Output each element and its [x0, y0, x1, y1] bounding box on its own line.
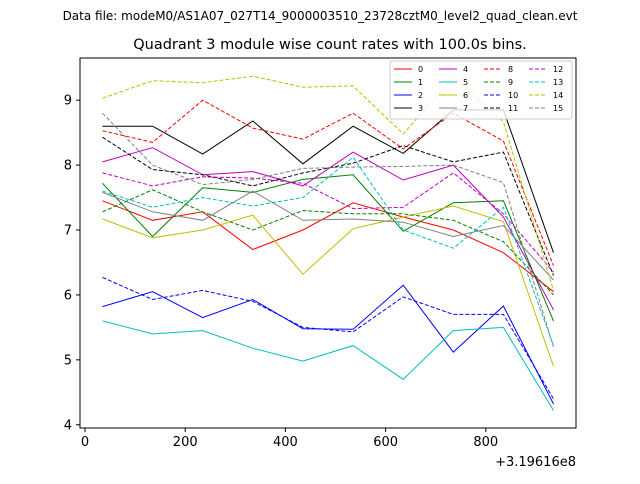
y-tick-label: 5: [64, 353, 72, 368]
chart-suptitle: Data file: modeM0/AS1A07_027T14_90000035…: [63, 9, 578, 23]
series-line-15: [102, 112, 554, 348]
legend-label-5: 5: [463, 78, 468, 87]
x-axis: 0 200 400 600 800: [81, 428, 498, 450]
x-tick-label: 400: [273, 435, 298, 450]
legend-label-15: 15: [553, 104, 563, 113]
series-line-11: [102, 136, 554, 276]
legend-label-6: 6: [463, 91, 468, 100]
y-tick-label: 8: [64, 159, 72, 174]
series-line-7: [102, 190, 554, 281]
legend-label-10: 10: [508, 91, 518, 100]
x-tick-label: 600: [373, 435, 398, 450]
series-line-8: [102, 99, 554, 266]
series-line-3: [102, 109, 554, 253]
chart-title: Quadrant 3 module wise count rates with …: [133, 37, 527, 53]
legend-label-8: 8: [508, 65, 513, 74]
series-line-4: [102, 147, 554, 311]
legend-label-0: 0: [418, 65, 423, 74]
plot-lines: [102, 75, 554, 411]
y-tick-label: 4: [64, 418, 72, 433]
series-line-5: [102, 320, 554, 411]
legend-label-3: 3: [418, 104, 423, 113]
series-line-9: [102, 189, 554, 296]
legend-label-12: 12: [553, 65, 563, 74]
y-tick-label: 6: [64, 288, 72, 303]
legend-label-7: 7: [463, 104, 468, 113]
legend-label-1: 1: [418, 78, 423, 87]
legend-label-13: 13: [553, 78, 563, 87]
series-line-2: [102, 284, 554, 405]
y-tick-label: 9: [64, 94, 72, 109]
legend-box: [389, 60, 573, 120]
series-line-1: [102, 174, 554, 322]
x-tick-label: 0: [81, 435, 89, 450]
legend-label-14: 14: [553, 91, 563, 100]
series-line-6: [102, 205, 554, 367]
x-tick-label: 800: [473, 435, 498, 450]
legend-label-2: 2: [418, 91, 423, 100]
series-line-12: [102, 172, 554, 273]
x-tick-label: 200: [173, 435, 198, 450]
legend-label-9: 9: [508, 78, 513, 87]
legend-label-4: 4: [463, 65, 468, 74]
series-line-10: [102, 276, 554, 400]
series-line-13: [102, 156, 554, 346]
x-offset-label: +3.19616e8: [495, 455, 576, 470]
plot-frame: [79, 57, 577, 429]
legend-label-11: 11: [508, 104, 518, 113]
y-tick-label: 7: [64, 224, 72, 239]
y-axis: 4 5 6 7 8 9: [64, 94, 80, 433]
